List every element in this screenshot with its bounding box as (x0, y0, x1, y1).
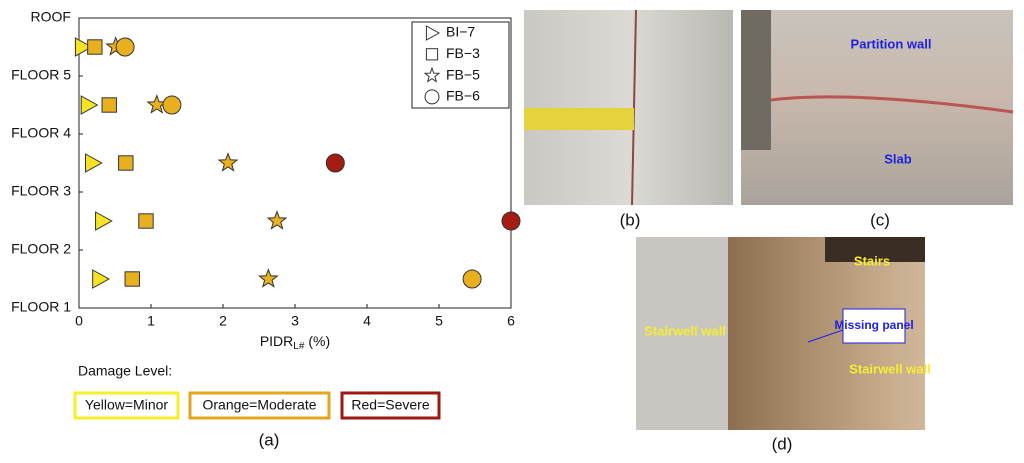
photo-c: Partition wall Slab (741, 10, 1013, 205)
x-tick-label: 3 (291, 313, 299, 329)
x-label-unit: (%) (308, 333, 330, 349)
x-tick-label: 0 (75, 313, 83, 329)
x-axis-label: PIDRL#(%) (260, 333, 330, 352)
marker (85, 154, 101, 172)
y-tick-label: FLOOR 4 (11, 125, 71, 141)
photo (524, 10, 733, 205)
legend-label: FB−5 (446, 66, 480, 82)
marker (81, 96, 97, 114)
legend-label: FB−3 (446, 45, 480, 61)
x-tick-label: 4 (363, 313, 371, 329)
marker (259, 270, 277, 287)
marker (139, 214, 153, 228)
x-label: PIDR (260, 333, 293, 349)
marker (268, 212, 286, 229)
marker (326, 154, 344, 172)
marker (425, 90, 439, 104)
marker (93, 270, 109, 288)
y-tick-label: FLOOR 1 (11, 299, 71, 315)
marker (426, 49, 437, 60)
caption: (a) (259, 430, 280, 449)
y-tick-label: FLOOR 5 (11, 67, 71, 83)
damage-label: Yellow=Minor (85, 397, 168, 413)
photo-label: Stairwell wall (644, 323, 726, 338)
damage-label: Orange=Moderate (202, 397, 316, 413)
marker (102, 98, 116, 112)
figure: Partition wall Slab Stairs Stairwell wal… (0, 0, 1024, 458)
marker (88, 40, 102, 54)
marker (219, 154, 237, 171)
marker (502, 212, 520, 230)
marker (119, 156, 133, 170)
legend-label: FB−6 (446, 88, 480, 104)
damage-title: Damage Level: (78, 363, 172, 379)
tape (524, 108, 634, 130)
marker (163, 96, 181, 114)
x-tick-label: 6 (507, 313, 515, 329)
photo-label: Missing panel (834, 318, 913, 332)
caption: (c) (870, 210, 890, 229)
photo-d: Stairs Stairwell wall Missing panel Stai… (636, 237, 931, 430)
photo-label: Stairs (854, 253, 890, 268)
photo-b (524, 10, 733, 205)
post (741, 10, 771, 150)
caption: (d) (772, 434, 793, 453)
photo-label: Partition wall (851, 36, 932, 51)
x-tick-label: 1 (147, 313, 155, 329)
photo-label: Stairwell wall (849, 361, 931, 376)
marker (116, 38, 134, 56)
y-tick-label: FLOOR 2 (11, 241, 71, 257)
marker (463, 270, 481, 288)
marker (125, 272, 139, 286)
legend-label: BI−7 (446, 24, 475, 40)
x-tick-label: 5 (435, 313, 443, 329)
x-tick-label: 2 (219, 313, 227, 329)
y-tick-label: FLOOR 3 (11, 183, 71, 199)
marker (96, 212, 112, 230)
y-tick-label: ROOF (31, 9, 71, 25)
photo-label: Slab (884, 151, 912, 166)
caption: (b) (620, 210, 641, 229)
damage-label: Red=Severe (351, 397, 429, 413)
x-label-sub: L# (293, 341, 305, 352)
